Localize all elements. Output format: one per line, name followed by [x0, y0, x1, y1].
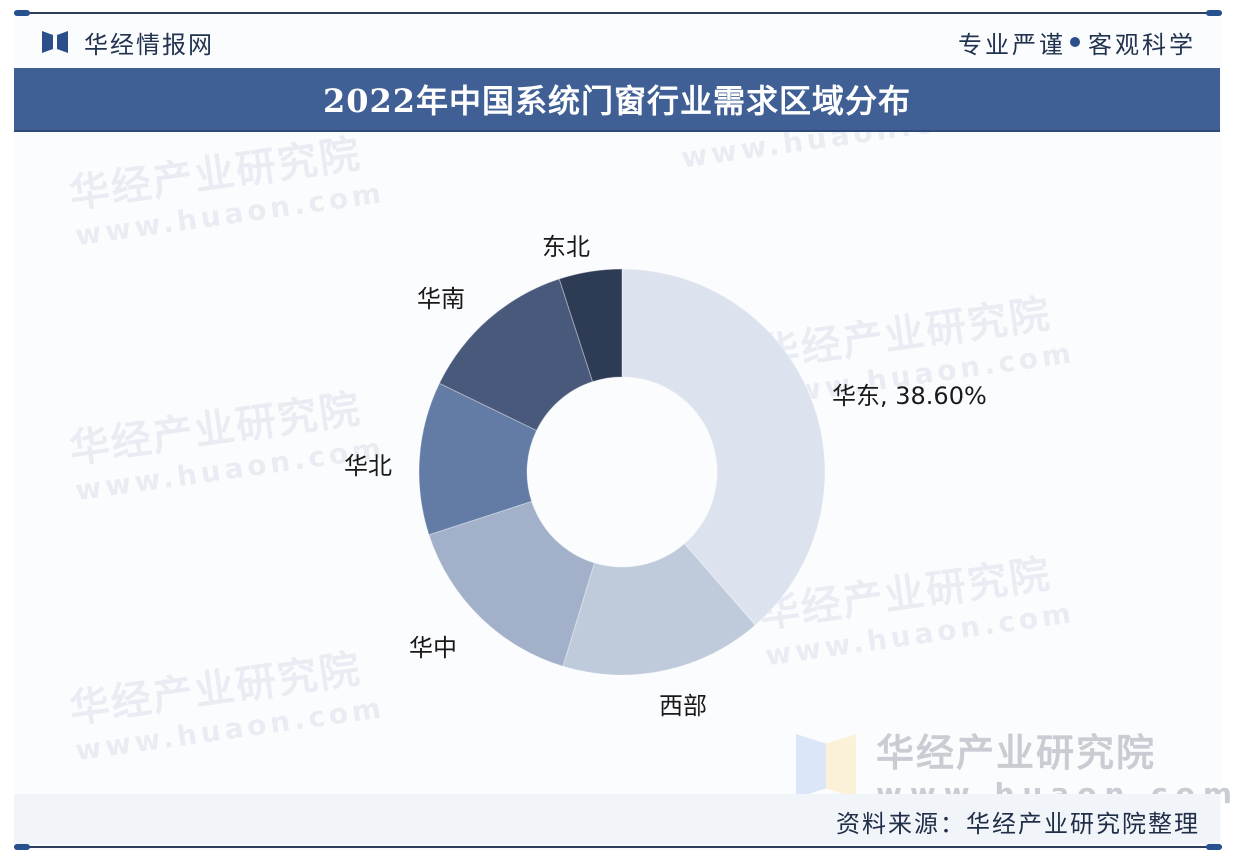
slogan: 专业严谨 客观科学: [958, 26, 1196, 59]
slice-huadong: [621, 268, 826, 626]
slice-huazhong: [428, 500, 595, 667]
top-rule: [14, 10, 1222, 16]
slice-huabei: [418, 382, 538, 536]
slogan-left: 专业严谨: [958, 30, 1066, 59]
logo-blocks-icon: [796, 734, 856, 798]
title-bar: 2022年中国系统门窗行业需求区域分布: [14, 68, 1220, 132]
brand: 华经情报网: [42, 26, 214, 59]
slogan-right: 客观科学: [1088, 30, 1196, 59]
slice-huanan: [438, 278, 594, 432]
slice-label-huazhong: 华中: [409, 634, 457, 662]
bullet-dot-icon: [1070, 37, 1080, 47]
slice-label-huadong: 华东, 38.60%: [832, 382, 987, 410]
slice-label-dongbei: 东北: [542, 233, 590, 261]
slice-label-huabei: 华北: [344, 452, 392, 480]
brand-name: 华经情报网: [84, 30, 214, 59]
slice-xibu: [562, 542, 756, 676]
chart-title: 2022年中国系统门窗行业需求区域分布: [322, 82, 912, 120]
brand-logo-icon: [42, 31, 68, 53]
slice-label-huanan: 华南: [417, 285, 465, 313]
source-note: 资料来源：华经产业研究院整理: [836, 810, 1200, 838]
slice-label-xibu: 西部: [659, 692, 707, 720]
source-bar: [14, 794, 1220, 844]
bottom-rule: [14, 844, 1222, 850]
slice-dongbei: [558, 268, 623, 383]
chart-frame: [14, 12, 1222, 850]
